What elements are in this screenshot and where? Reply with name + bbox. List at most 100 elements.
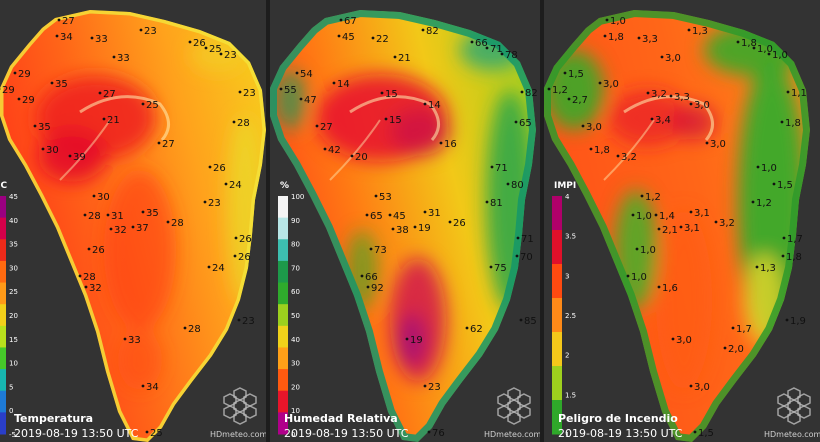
station-dot xyxy=(33,124,37,128)
legend-tick: 45 xyxy=(9,193,18,201)
station-dot xyxy=(371,36,375,40)
station-value: 24 xyxy=(212,263,225,274)
station-dot xyxy=(654,213,658,217)
station-dot xyxy=(693,430,697,434)
station-value: 73 xyxy=(374,245,387,256)
station-dot xyxy=(563,71,567,75)
station-value: 37 xyxy=(136,223,149,234)
station-dot xyxy=(55,34,59,38)
station-value: 66 xyxy=(475,38,488,49)
legend-tick: 20 xyxy=(9,312,18,320)
temperature-map-panel: 27 34 33 23 26 25 23 33 29 29 29 35 27 25 23 21 28 35 27 30… xyxy=(0,0,266,442)
legend-swatch xyxy=(278,325,288,348)
station-value: 1,5 xyxy=(568,69,584,80)
watermark-text: HDmeteo.com xyxy=(764,430,820,439)
station-dot xyxy=(83,213,87,217)
station-dot xyxy=(714,220,718,224)
station-dot xyxy=(689,102,693,106)
station-value: 3,3 xyxy=(642,34,658,45)
legend-tick: 3 xyxy=(565,272,569,280)
legend-swatch xyxy=(278,369,288,392)
station-dot xyxy=(87,247,91,251)
station-dot xyxy=(234,236,238,240)
station-dot xyxy=(490,165,494,169)
station-dot xyxy=(616,154,620,158)
station-value: 24 xyxy=(229,180,242,191)
station-dot xyxy=(500,52,504,56)
station-value: 16 xyxy=(444,139,457,150)
station-value: 3,0 xyxy=(603,79,619,90)
legend-tick: 5 xyxy=(9,383,13,391)
station-dot xyxy=(637,36,641,40)
legend-swatch xyxy=(278,239,288,262)
station-value: 21 xyxy=(107,115,120,126)
station-value: 27 xyxy=(103,89,116,100)
station-dot xyxy=(204,46,208,50)
station-value: 67 xyxy=(344,16,357,27)
station-value: 27 xyxy=(162,139,175,150)
station-dot xyxy=(90,36,94,40)
station-dot xyxy=(657,227,661,231)
station-dot xyxy=(237,318,241,322)
station-dot xyxy=(391,227,395,231)
station-dot xyxy=(366,285,370,289)
station-dot xyxy=(350,154,354,158)
station-dot xyxy=(640,194,644,198)
station-value: 1,3 xyxy=(760,263,776,274)
humidity-map-panel: 67 45 22 82 66 71 78 21 54 55 47 14 15 14 82 15 65 27 16 42… xyxy=(270,0,540,442)
station-dot xyxy=(365,213,369,217)
legend-swatch xyxy=(278,412,288,435)
station-dot xyxy=(131,225,135,229)
station-dot xyxy=(224,182,228,186)
station-value: 39 xyxy=(73,152,86,163)
map-title: Temperatura xyxy=(14,412,93,425)
station-dot xyxy=(299,97,303,101)
station-value: 75 xyxy=(494,263,507,274)
legend-swatch xyxy=(0,217,6,240)
station-value: 23 xyxy=(144,26,157,37)
station-value: 54 xyxy=(300,69,313,80)
station-value: 45 xyxy=(342,32,355,43)
station-value: 14 xyxy=(337,79,350,90)
station-value: 82 xyxy=(426,26,439,37)
station-dot xyxy=(112,55,116,59)
legend-tick: 15 xyxy=(9,336,18,344)
station-value: 3,3 xyxy=(674,92,690,103)
station-value: 1,4 xyxy=(659,211,675,222)
station-value: 28 xyxy=(188,324,201,335)
station-dot xyxy=(679,225,683,229)
legend-swatch xyxy=(278,304,288,327)
legend-unit: °C xyxy=(0,181,8,191)
station-dot xyxy=(203,200,207,204)
station-value: 1,0 xyxy=(757,44,773,55)
station-value: 29 xyxy=(2,85,15,96)
station-dot xyxy=(423,210,427,214)
station-dot xyxy=(581,124,585,128)
station-dot xyxy=(219,52,223,56)
station-value: 34 xyxy=(146,382,159,393)
station-value: 1,2 xyxy=(552,85,568,96)
station-value: 29 xyxy=(22,95,35,106)
station-dot xyxy=(687,28,691,32)
station-dot xyxy=(157,141,161,145)
station-value: 22 xyxy=(376,34,389,45)
station-value: 42 xyxy=(328,145,341,156)
station-dot xyxy=(689,384,693,388)
station-value: 62 xyxy=(470,324,483,335)
watermark-text: HDmeteo.com xyxy=(210,430,266,439)
station-value: 1,3 xyxy=(692,26,708,37)
station-dot xyxy=(439,141,443,145)
legend-swatch xyxy=(0,369,6,392)
legend-swatch xyxy=(278,347,288,370)
station-dot xyxy=(547,87,551,91)
station-dot xyxy=(106,213,110,217)
hdmeteo-logo xyxy=(777,387,811,425)
station-dot xyxy=(485,200,489,204)
station-value: 3,0 xyxy=(665,53,681,64)
station-dot xyxy=(767,52,771,56)
station-dot xyxy=(109,227,113,231)
station-value: 1,8 xyxy=(741,38,757,49)
station-dot xyxy=(98,91,102,95)
watermark-text: HDmeteo.com xyxy=(484,430,540,439)
